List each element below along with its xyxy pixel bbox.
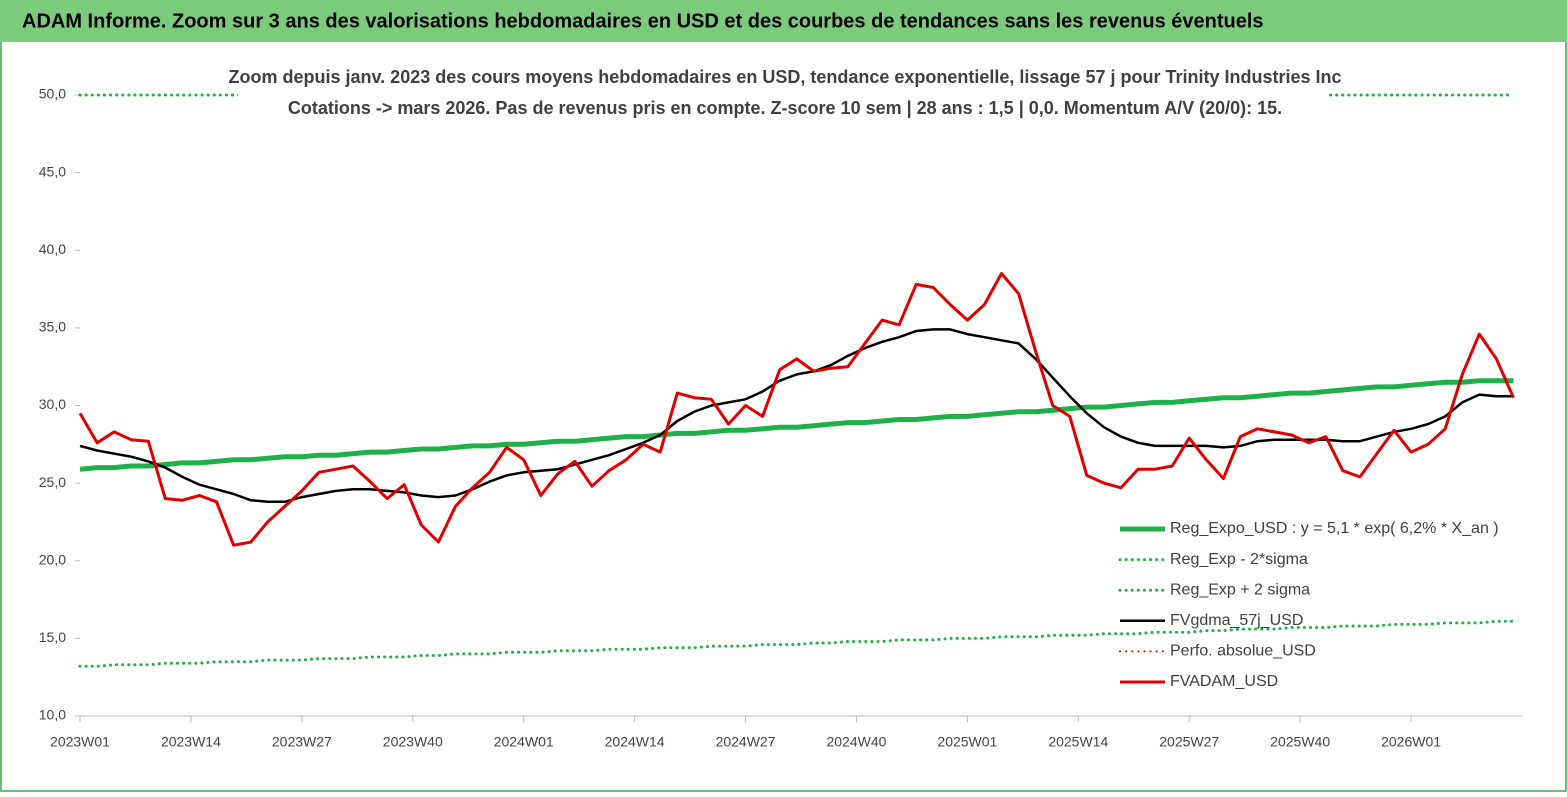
x-tick-label: 2024W14 <box>605 734 665 750</box>
x-tick-label: 2023W14 <box>161 734 221 750</box>
x-tick-label: 2024W40 <box>826 734 886 750</box>
legend-label: Perfo. absolue_USD <box>1170 643 1316 660</box>
y-tick-label: 50,0 <box>39 86 66 102</box>
x-tick-label: 2025W40 <box>1270 734 1330 750</box>
x-tick-label: 2026W01 <box>1381 734 1441 750</box>
y-tick-label: 10,0 <box>39 707 66 723</box>
legend-label: Reg_Expo_USD : y = 5,1 * exp( 6,2% * X_a… <box>1170 520 1499 537</box>
series-line <box>79 378 1514 472</box>
series-line <box>78 619 1515 668</box>
y-tick-label: 35,0 <box>39 319 66 335</box>
legend-label: FVADAM_USD <box>1170 673 1278 690</box>
x-tick-label: 2023W27 <box>272 734 332 750</box>
legend: Reg_Expo_USD : y = 5,1 * exp( 6,2% * X_a… <box>1118 520 1499 690</box>
y-tick-label: 20,0 <box>39 551 66 567</box>
legend-label: Reg_Exp + 2 sigma <box>1170 581 1310 598</box>
y-tick-label: 40,0 <box>39 241 66 257</box>
legend-label: FVgdma_57j_USD <box>1170 612 1303 629</box>
y-tick-label: 30,0 <box>39 396 66 412</box>
x-tick-label: 2025W27 <box>1159 734 1219 750</box>
series-line <box>78 272 1515 547</box>
x-tick-label: 2025W01 <box>937 734 997 750</box>
series-line <box>79 328 1514 504</box>
x-tick-label: 2025W14 <box>1048 734 1108 750</box>
x-tick-label: 2023W40 <box>383 734 443 750</box>
title-box <box>238 62 1328 126</box>
header-bar <box>0 0 1567 42</box>
x-tick-label: 2024W27 <box>716 734 776 750</box>
x-tick-label: 2023W01 <box>50 734 110 750</box>
y-tick-label: 25,0 <box>39 474 66 490</box>
y-tick-label: 45,0 <box>39 163 66 179</box>
header-title: ADAM Informe. Zoom sur 3 ans des valoris… <box>22 10 1264 32</box>
chart-subtitle: Cotations -> mars 2026. Pas de revenus p… <box>288 98 1282 118</box>
y-tick-label: 15,0 <box>39 629 66 645</box>
legend-label: Reg_Exp - 2*sigma <box>1170 551 1308 568</box>
chart-title: Zoom depuis janv. 2023 des cours moyens … <box>229 67 1342 87</box>
x-tick-label: 2024W01 <box>494 734 554 750</box>
